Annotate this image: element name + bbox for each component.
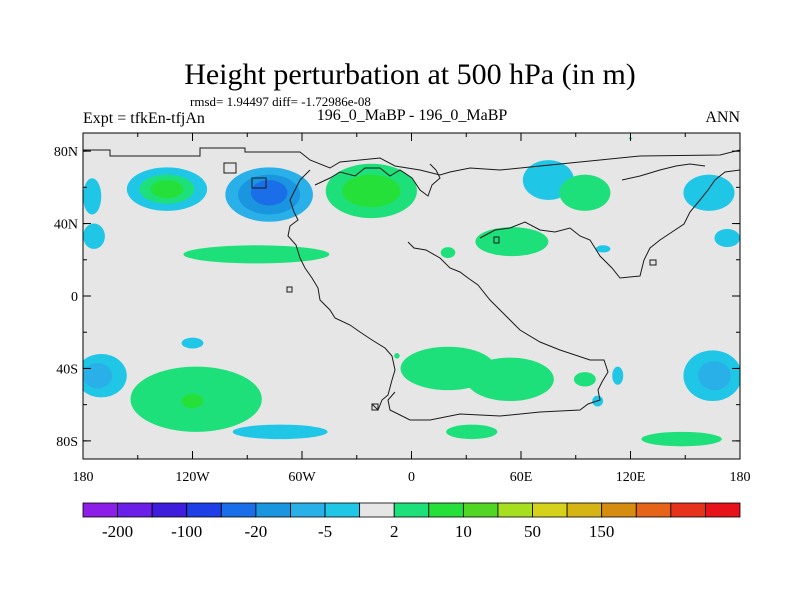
coastline-lake-2 bbox=[223, 162, 237, 174]
anomaly-region bbox=[394, 353, 400, 359]
stats-text: rmsd= 1.94497 diff= -1.72986e-08 bbox=[190, 94, 371, 109]
x-tick-label: 120E bbox=[616, 470, 646, 485]
x-tick-label: 60W bbox=[288, 470, 316, 485]
experiment-label: Expt = tfkEn-tfjAn bbox=[83, 110, 205, 127]
colorbar-swatch bbox=[670, 502, 706, 518]
anomaly-region bbox=[475, 227, 549, 257]
anomaly-region bbox=[181, 337, 204, 349]
colorbar-swatch bbox=[324, 502, 361, 518]
anomaly-region bbox=[183, 245, 330, 264]
map-area bbox=[83, 133, 740, 459]
colorbar-label: 50 bbox=[524, 522, 541, 541]
y-tick-label: 40S bbox=[56, 362, 78, 377]
colorbar-label: -20 bbox=[245, 522, 268, 541]
y-tick-label: 40N bbox=[54, 218, 78, 233]
x-tick-label: 180 bbox=[730, 470, 751, 485]
y-tick-label: 0 bbox=[71, 290, 78, 305]
y-axis-ticks: 80N 40N 0 40S 80S bbox=[54, 145, 740, 450]
anomaly-region bbox=[181, 393, 204, 409]
colorbar-label: 2 bbox=[390, 522, 399, 541]
anomaly-region bbox=[342, 174, 401, 208]
x-tick-label: 60E bbox=[510, 470, 533, 485]
colorbar-label: 10 bbox=[455, 522, 472, 541]
y-tick-label: 80N bbox=[54, 145, 78, 160]
anomaly-region bbox=[232, 424, 328, 440]
colorbar-swatch bbox=[255, 502, 291, 518]
chart-title: Height perturbation at 500 hPa (in m) bbox=[184, 58, 636, 91]
anomaly-region bbox=[595, 245, 611, 253]
colorbar-swatch bbox=[186, 502, 222, 518]
anomaly-region bbox=[83, 363, 113, 389]
colorbar-label: -100 bbox=[171, 522, 202, 541]
x-tick-label: 180 bbox=[73, 470, 94, 485]
colorbar-swatch bbox=[220, 502, 257, 518]
colorbar-swatch bbox=[497, 502, 533, 518]
colorbar-label: -200 bbox=[102, 522, 133, 541]
coastline-island-3 bbox=[649, 259, 657, 266]
colorbar-swatch bbox=[359, 502, 395, 518]
coastline-europe-asia bbox=[314, 163, 441, 197]
anomaly-region bbox=[83, 223, 105, 249]
anomaly-region bbox=[440, 247, 456, 258]
anomaly-region bbox=[683, 174, 735, 211]
coastlines bbox=[83, 147, 740, 421]
coastline-north-america bbox=[83, 147, 740, 176]
colorbar-swatch bbox=[705, 502, 741, 518]
colorbar-swatch bbox=[428, 502, 464, 518]
anomaly-region bbox=[83, 178, 102, 215]
colorbar-swatch bbox=[151, 502, 188, 518]
y-tick-label: 80S bbox=[56, 435, 78, 450]
colorbar: -200 -100 -20 -5 2 10 50 150 bbox=[82, 502, 741, 541]
anomaly-region bbox=[150, 180, 184, 199]
anomaly-region bbox=[573, 372, 596, 387]
coastline-africa bbox=[387, 241, 609, 421]
coastline-islands bbox=[621, 163, 706, 181]
anomaly-region bbox=[698, 361, 731, 391]
colorbar-swatch bbox=[393, 502, 430, 518]
anomaly-region bbox=[714, 228, 740, 248]
anomaly-region bbox=[612, 366, 624, 385]
anomaly-region bbox=[559, 174, 611, 211]
x-tick-label: 0 bbox=[408, 470, 415, 485]
anomaly-region bbox=[641, 431, 722, 447]
colorbar-swatch bbox=[566, 502, 603, 518]
x-axis-ticks: 180 120W 60W 0 60E 120E 180 bbox=[73, 133, 751, 485]
season-label: ANN bbox=[705, 109, 740, 126]
colorbar-swatch bbox=[290, 502, 326, 518]
coastline-americas bbox=[287, 169, 396, 411]
anomaly-regions bbox=[83, 137, 740, 447]
x-tick-label: 120W bbox=[175, 470, 210, 485]
case-label: 196_0_MaBP - 196_0_MaBP bbox=[317, 107, 508, 124]
colorbar-label: 150 bbox=[589, 522, 615, 541]
coastline-island-2 bbox=[493, 236, 500, 244]
colorbar-swatch bbox=[635, 502, 672, 518]
coastline-island-1 bbox=[286, 286, 293, 293]
anomaly-region bbox=[466, 357, 554, 402]
colorbar-label: -5 bbox=[318, 522, 332, 541]
colorbar-swatch bbox=[117, 502, 153, 518]
colorbar-swatch bbox=[532, 502, 568, 518]
anomaly-region bbox=[250, 180, 288, 206]
colorbar-swatch bbox=[601, 502, 637, 518]
colorbar-swatch bbox=[82, 502, 118, 518]
coastline-island-4 bbox=[371, 403, 379, 411]
coastline-east-asia bbox=[479, 169, 740, 279]
anomaly-region bbox=[446, 424, 498, 440]
coastline-lake-1 bbox=[251, 177, 267, 189]
colorbar-swatch bbox=[462, 502, 499, 518]
